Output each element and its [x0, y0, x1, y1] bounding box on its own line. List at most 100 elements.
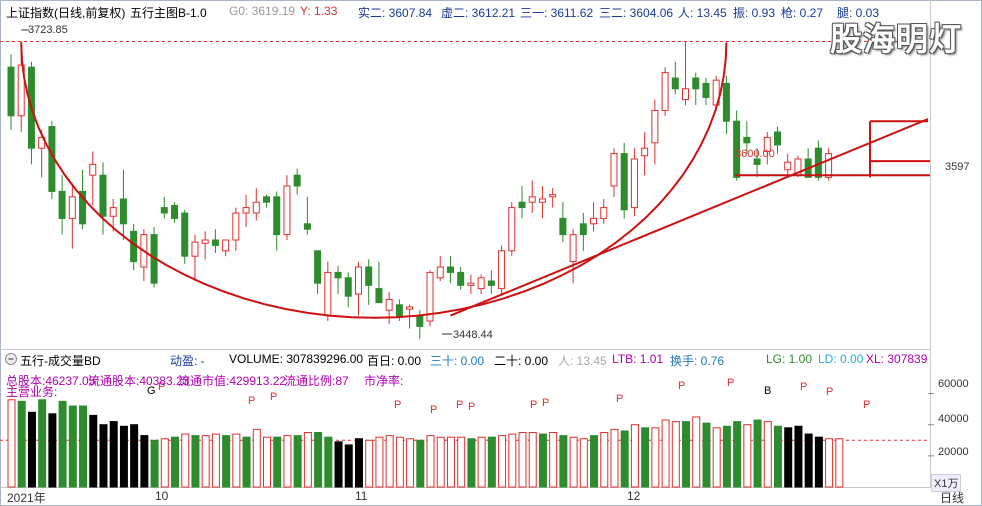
candle-body: [682, 88, 690, 101]
time-label-2021: 2021年: [7, 491, 46, 505]
candle-body: [784, 161, 792, 171]
volume-bar: [692, 416, 701, 488]
candle-body: [191, 241, 199, 257]
volume-bar: [395, 436, 404, 488]
candle-body: [17, 64, 25, 117]
pb-ratio: 市净率:: [364, 374, 404, 388]
collapse-icon[interactable]: [4, 352, 18, 366]
marker-letter-p: P: [158, 381, 165, 393]
axis-divider: [0, 487, 930, 488]
candle-body: [671, 77, 679, 90]
volume-bar: [825, 438, 834, 488]
volume-bar: [58, 400, 67, 488]
candle-body: [436, 266, 444, 279]
volume-bar: [263, 436, 271, 488]
candle-body: [181, 212, 189, 257]
volume-bar: [569, 436, 578, 488]
cup-curve: [20, 42, 728, 319]
volume-bar: [814, 436, 823, 488]
candle-body: [273, 196, 281, 236]
candle-body: [630, 158, 638, 209]
marker-letter-p: P: [248, 395, 255, 407]
volume-bar: [79, 405, 88, 488]
candle-body: [661, 72, 669, 111]
candle-body: [365, 266, 373, 286]
candle-body: [160, 207, 168, 214]
candle-body: [733, 120, 741, 178]
candle-body: [579, 223, 587, 236]
volume-bar: [446, 436, 455, 488]
marker-letter-p: P: [542, 397, 549, 409]
candle-body: [222, 239, 230, 252]
candle-body: [753, 158, 761, 165]
vol-axis-40000: 40000: [938, 413, 969, 425]
volume-bar: [630, 424, 639, 488]
sanshi-value: 三十: 0.00: [430, 354, 485, 368]
period-tab[interactable]: 日线: [940, 491, 965, 505]
candle-body: [590, 217, 598, 225]
float-market-cap: 流通市值:429913.22: [178, 374, 287, 388]
candle-body: [354, 266, 362, 295]
candle-body: [722, 82, 730, 122]
candle-body: [314, 250, 322, 284]
float-shares: 流通股本:40383.23: [88, 374, 190, 388]
candle-body: [487, 280, 495, 286]
candle-body: [395, 304, 403, 317]
volume-bar: [273, 436, 282, 488]
volume-bar: [365, 439, 374, 488]
candle-body: [89, 163, 97, 176]
trend-line: [450, 118, 929, 317]
bairi-value: 百日: 0.00: [367, 354, 422, 368]
marker-letter-p: P: [616, 393, 623, 405]
candle-body: [620, 153, 628, 211]
volume-bar: [293, 435, 302, 488]
volume-bar: [743, 424, 752, 488]
volume-bar: [222, 435, 231, 488]
volume-bar: [559, 435, 568, 488]
volume-bar: [508, 433, 517, 488]
time-label-oct: 10: [155, 489, 169, 503]
volume-bar: [324, 436, 333, 488]
volume-bar: [27, 411, 36, 488]
volume-bar: [140, 435, 149, 488]
xl-value: XL: 307839: [866, 352, 928, 366]
candle-body: [559, 217, 567, 236]
marker-letter-p: P: [430, 404, 437, 416]
total-shares: 总股本:46237.05: [6, 374, 96, 388]
volume-indicator-title[interactable]: 五行-成交量BD: [20, 354, 101, 368]
volume-bar: [620, 430, 629, 488]
volume-bar: [457, 436, 466, 488]
qiang-value: 枪: 0.27: [781, 6, 824, 20]
candle-body: [109, 207, 117, 217]
candle-body: [58, 190, 66, 219]
right-axis-border: [930, 0, 931, 488]
candle-body: [334, 271, 342, 279]
marker-letter-p: P: [394, 399, 401, 411]
volume-value: VOLUME: 307839296.00: [229, 352, 364, 366]
indicator-name[interactable]: 五行主图B-1.0: [130, 6, 207, 20]
volume-bar: [38, 399, 47, 488]
volume-bar: [242, 436, 251, 488]
volume-bar: [641, 427, 650, 488]
volume-bar: [671, 421, 680, 488]
marker-letter-b: B: [764, 385, 771, 397]
volume-header-bar: 五行-成交量BD 动盈: - VOLUME: 307839296.00 百日: …: [0, 350, 982, 368]
candle-body: [7, 66, 15, 117]
volume-bar: [68, 405, 77, 488]
candle-body: [99, 174, 107, 217]
candle-body: [641, 147, 649, 157]
marker-letter-p: P: [863, 399, 870, 411]
candle-body: [426, 271, 434, 322]
index-title[interactable]: 上证指数(日线,前复权): [6, 6, 126, 20]
panel-divider: [0, 349, 930, 350]
ren-value: 人: 13.45: [678, 6, 727, 20]
volume-bar: [181, 433, 190, 488]
volume-bar: [191, 435, 200, 488]
ershi-value: 二十: 0.00: [494, 354, 549, 368]
level-label: 3600.00: [735, 148, 775, 160]
fundamentals-row: 总股本:46237.05 流通股本:40383.23 流通市值:429913.2…: [0, 372, 930, 399]
candle-body: [119, 198, 127, 225]
volume-bar: [682, 421, 691, 488]
candle-body: [600, 207, 608, 219]
